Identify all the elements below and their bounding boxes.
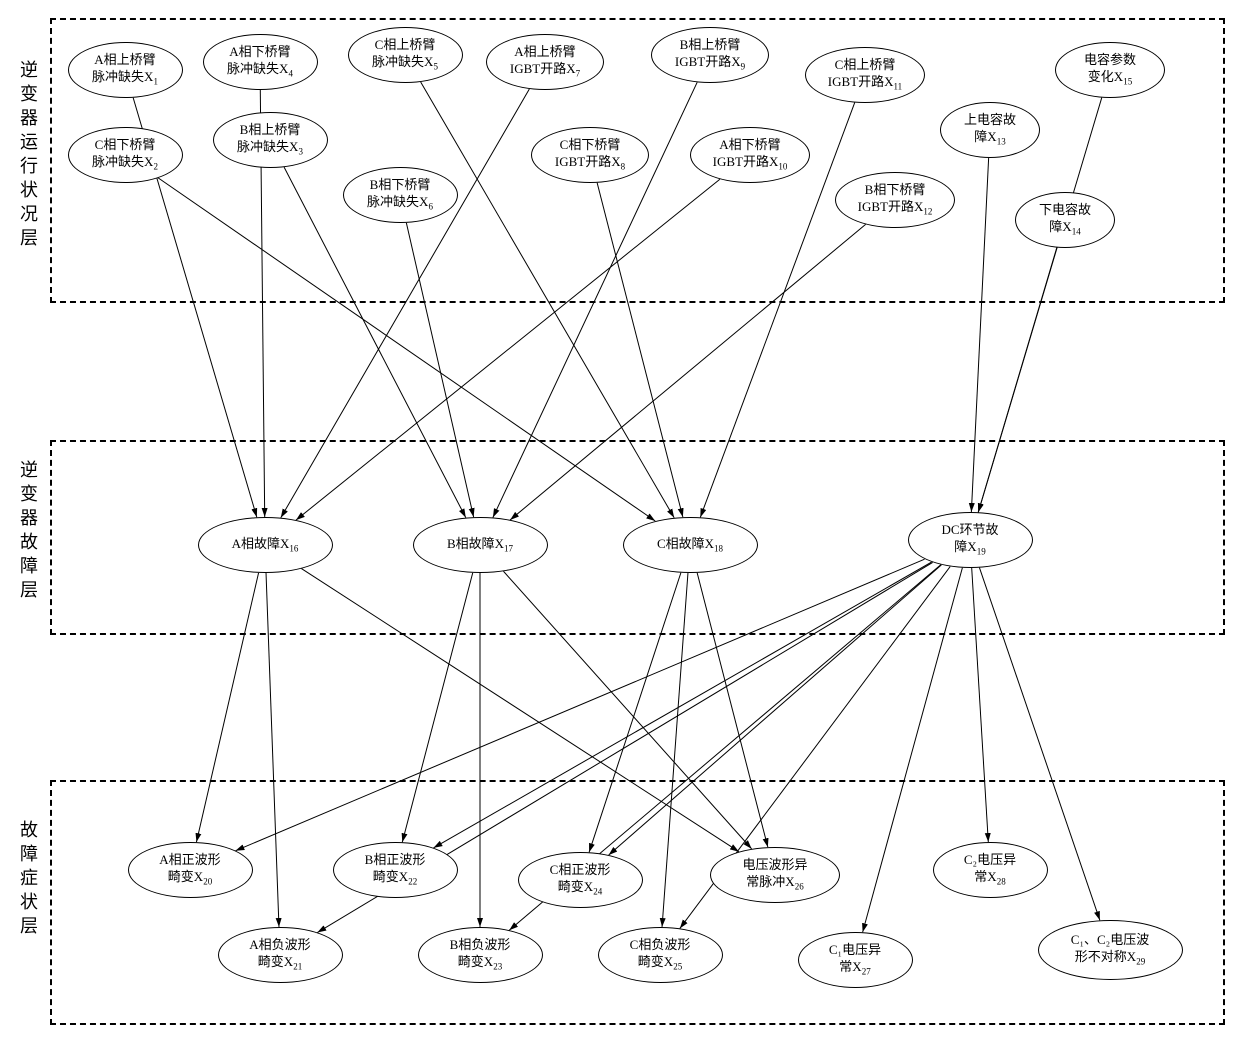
node-X26: 电压波形异常脉冲X26 [710, 847, 840, 903]
node-X12: B相下桥臂IGBT开路X12 [835, 172, 955, 228]
node-X24: C相正波形畸变X24 [518, 852, 643, 908]
layer1-label: 逆变器运行状况层 [15, 60, 41, 252]
node-X7: A相上桥臂IGBT开路X7 [486, 34, 604, 90]
node-X23: B相负波形畸变X23 [418, 927, 543, 983]
node-X9: B相上桥臂IGBT开路X9 [651, 27, 769, 83]
node-X22: B相正波形畸变X22 [333, 842, 458, 898]
node-X3: B相上桥臂脉冲缺失X3 [213, 112, 328, 168]
node-X20: A相正波形畸变X20 [128, 842, 253, 898]
node-X5: C相上桥臂脉冲缺失X5 [348, 27, 463, 83]
node-X8: C相下桥臂IGBT开路X8 [531, 127, 649, 183]
layer3-box [50, 780, 1225, 1025]
node-X10: A相下桥臂IGBT开路X10 [690, 127, 810, 183]
node-X1: A相上桥臂脉冲缺失X1 [68, 42, 183, 98]
node-X4: A相下桥臂脉冲缺失X4 [203, 34, 318, 90]
node-X16: A相故障X16 [198, 517, 333, 573]
node-X6: B相下桥臂脉冲缺失X6 [343, 167, 458, 223]
node-X29: C₁、C₂电压波形不对称X29 [1038, 920, 1183, 980]
node-X19: DC环节故障X19 [908, 512, 1033, 568]
node-X11: C相上桥臂IGBT开路X11 [805, 47, 925, 103]
node-X2: C相下桥臂脉冲缺失X2 [68, 127, 183, 183]
node-X17: B相故障X17 [413, 517, 548, 573]
layer2-label: 逆变器故障层 [15, 460, 41, 604]
layer3-label: 故障症状层 [15, 820, 41, 940]
node-X28: C₂电压异常X28 [933, 842, 1048, 898]
node-X15: 电容参数变化X15 [1055, 42, 1165, 98]
node-X25: C相负波形畸变X25 [598, 927, 723, 983]
node-X18: C相故障X18 [623, 517, 758, 573]
node-X14: 下电容故障X14 [1015, 192, 1115, 248]
node-X27: C₁电压异常X27 [798, 932, 913, 988]
node-X21: A相负波形畸变X21 [218, 927, 343, 983]
node-X13: 上电容故障X13 [940, 102, 1040, 158]
